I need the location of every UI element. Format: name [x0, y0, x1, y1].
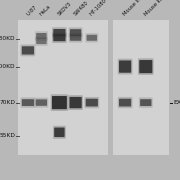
FancyBboxPatch shape: [21, 44, 35, 56]
FancyBboxPatch shape: [86, 99, 98, 106]
Text: SKOV3: SKOV3: [57, 1, 73, 17]
Text: Mouse kidney: Mouse kidney: [143, 0, 172, 17]
FancyBboxPatch shape: [53, 126, 66, 139]
FancyBboxPatch shape: [70, 35, 81, 41]
FancyBboxPatch shape: [52, 96, 67, 109]
FancyBboxPatch shape: [51, 94, 68, 111]
FancyBboxPatch shape: [113, 20, 169, 155]
FancyBboxPatch shape: [119, 99, 131, 106]
FancyBboxPatch shape: [53, 29, 66, 36]
FancyBboxPatch shape: [69, 97, 82, 108]
FancyBboxPatch shape: [139, 60, 152, 73]
Text: 100KD: 100KD: [0, 64, 15, 69]
Text: HeLa: HeLa: [39, 4, 52, 17]
FancyBboxPatch shape: [118, 59, 132, 75]
FancyBboxPatch shape: [22, 46, 34, 55]
FancyBboxPatch shape: [69, 27, 82, 37]
FancyBboxPatch shape: [52, 33, 67, 43]
FancyBboxPatch shape: [53, 34, 66, 41]
FancyBboxPatch shape: [69, 33, 82, 42]
FancyBboxPatch shape: [36, 99, 47, 106]
FancyBboxPatch shape: [138, 58, 154, 75]
Text: HT-1080: HT-1080: [89, 0, 108, 17]
FancyBboxPatch shape: [54, 127, 65, 137]
Text: 70KD: 70KD: [0, 100, 15, 105]
FancyBboxPatch shape: [119, 60, 131, 73]
FancyBboxPatch shape: [85, 33, 98, 42]
FancyBboxPatch shape: [36, 39, 47, 44]
Text: U-87: U-87: [25, 5, 38, 17]
FancyBboxPatch shape: [140, 99, 152, 106]
Text: 55KD: 55KD: [0, 133, 15, 138]
FancyBboxPatch shape: [36, 33, 47, 39]
FancyBboxPatch shape: [84, 97, 99, 108]
FancyBboxPatch shape: [118, 97, 132, 108]
FancyBboxPatch shape: [35, 37, 48, 46]
FancyBboxPatch shape: [22, 99, 34, 106]
FancyBboxPatch shape: [70, 29, 81, 36]
FancyBboxPatch shape: [52, 27, 67, 38]
Text: 130KD: 130KD: [0, 36, 15, 41]
Text: SW480: SW480: [73, 0, 90, 17]
FancyBboxPatch shape: [139, 97, 153, 108]
FancyBboxPatch shape: [35, 98, 48, 108]
FancyBboxPatch shape: [35, 31, 48, 41]
Text: Mouse liver: Mouse liver: [122, 0, 147, 17]
FancyBboxPatch shape: [18, 20, 108, 155]
Text: EXT2: EXT2: [173, 100, 180, 105]
FancyBboxPatch shape: [21, 97, 35, 108]
FancyBboxPatch shape: [87, 35, 97, 41]
FancyBboxPatch shape: [68, 95, 83, 110]
